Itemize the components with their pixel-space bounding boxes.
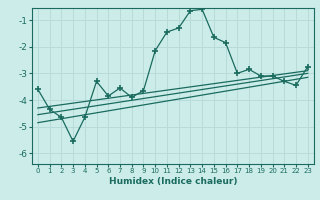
X-axis label: Humidex (Indice chaleur): Humidex (Indice chaleur) [108, 177, 237, 186]
